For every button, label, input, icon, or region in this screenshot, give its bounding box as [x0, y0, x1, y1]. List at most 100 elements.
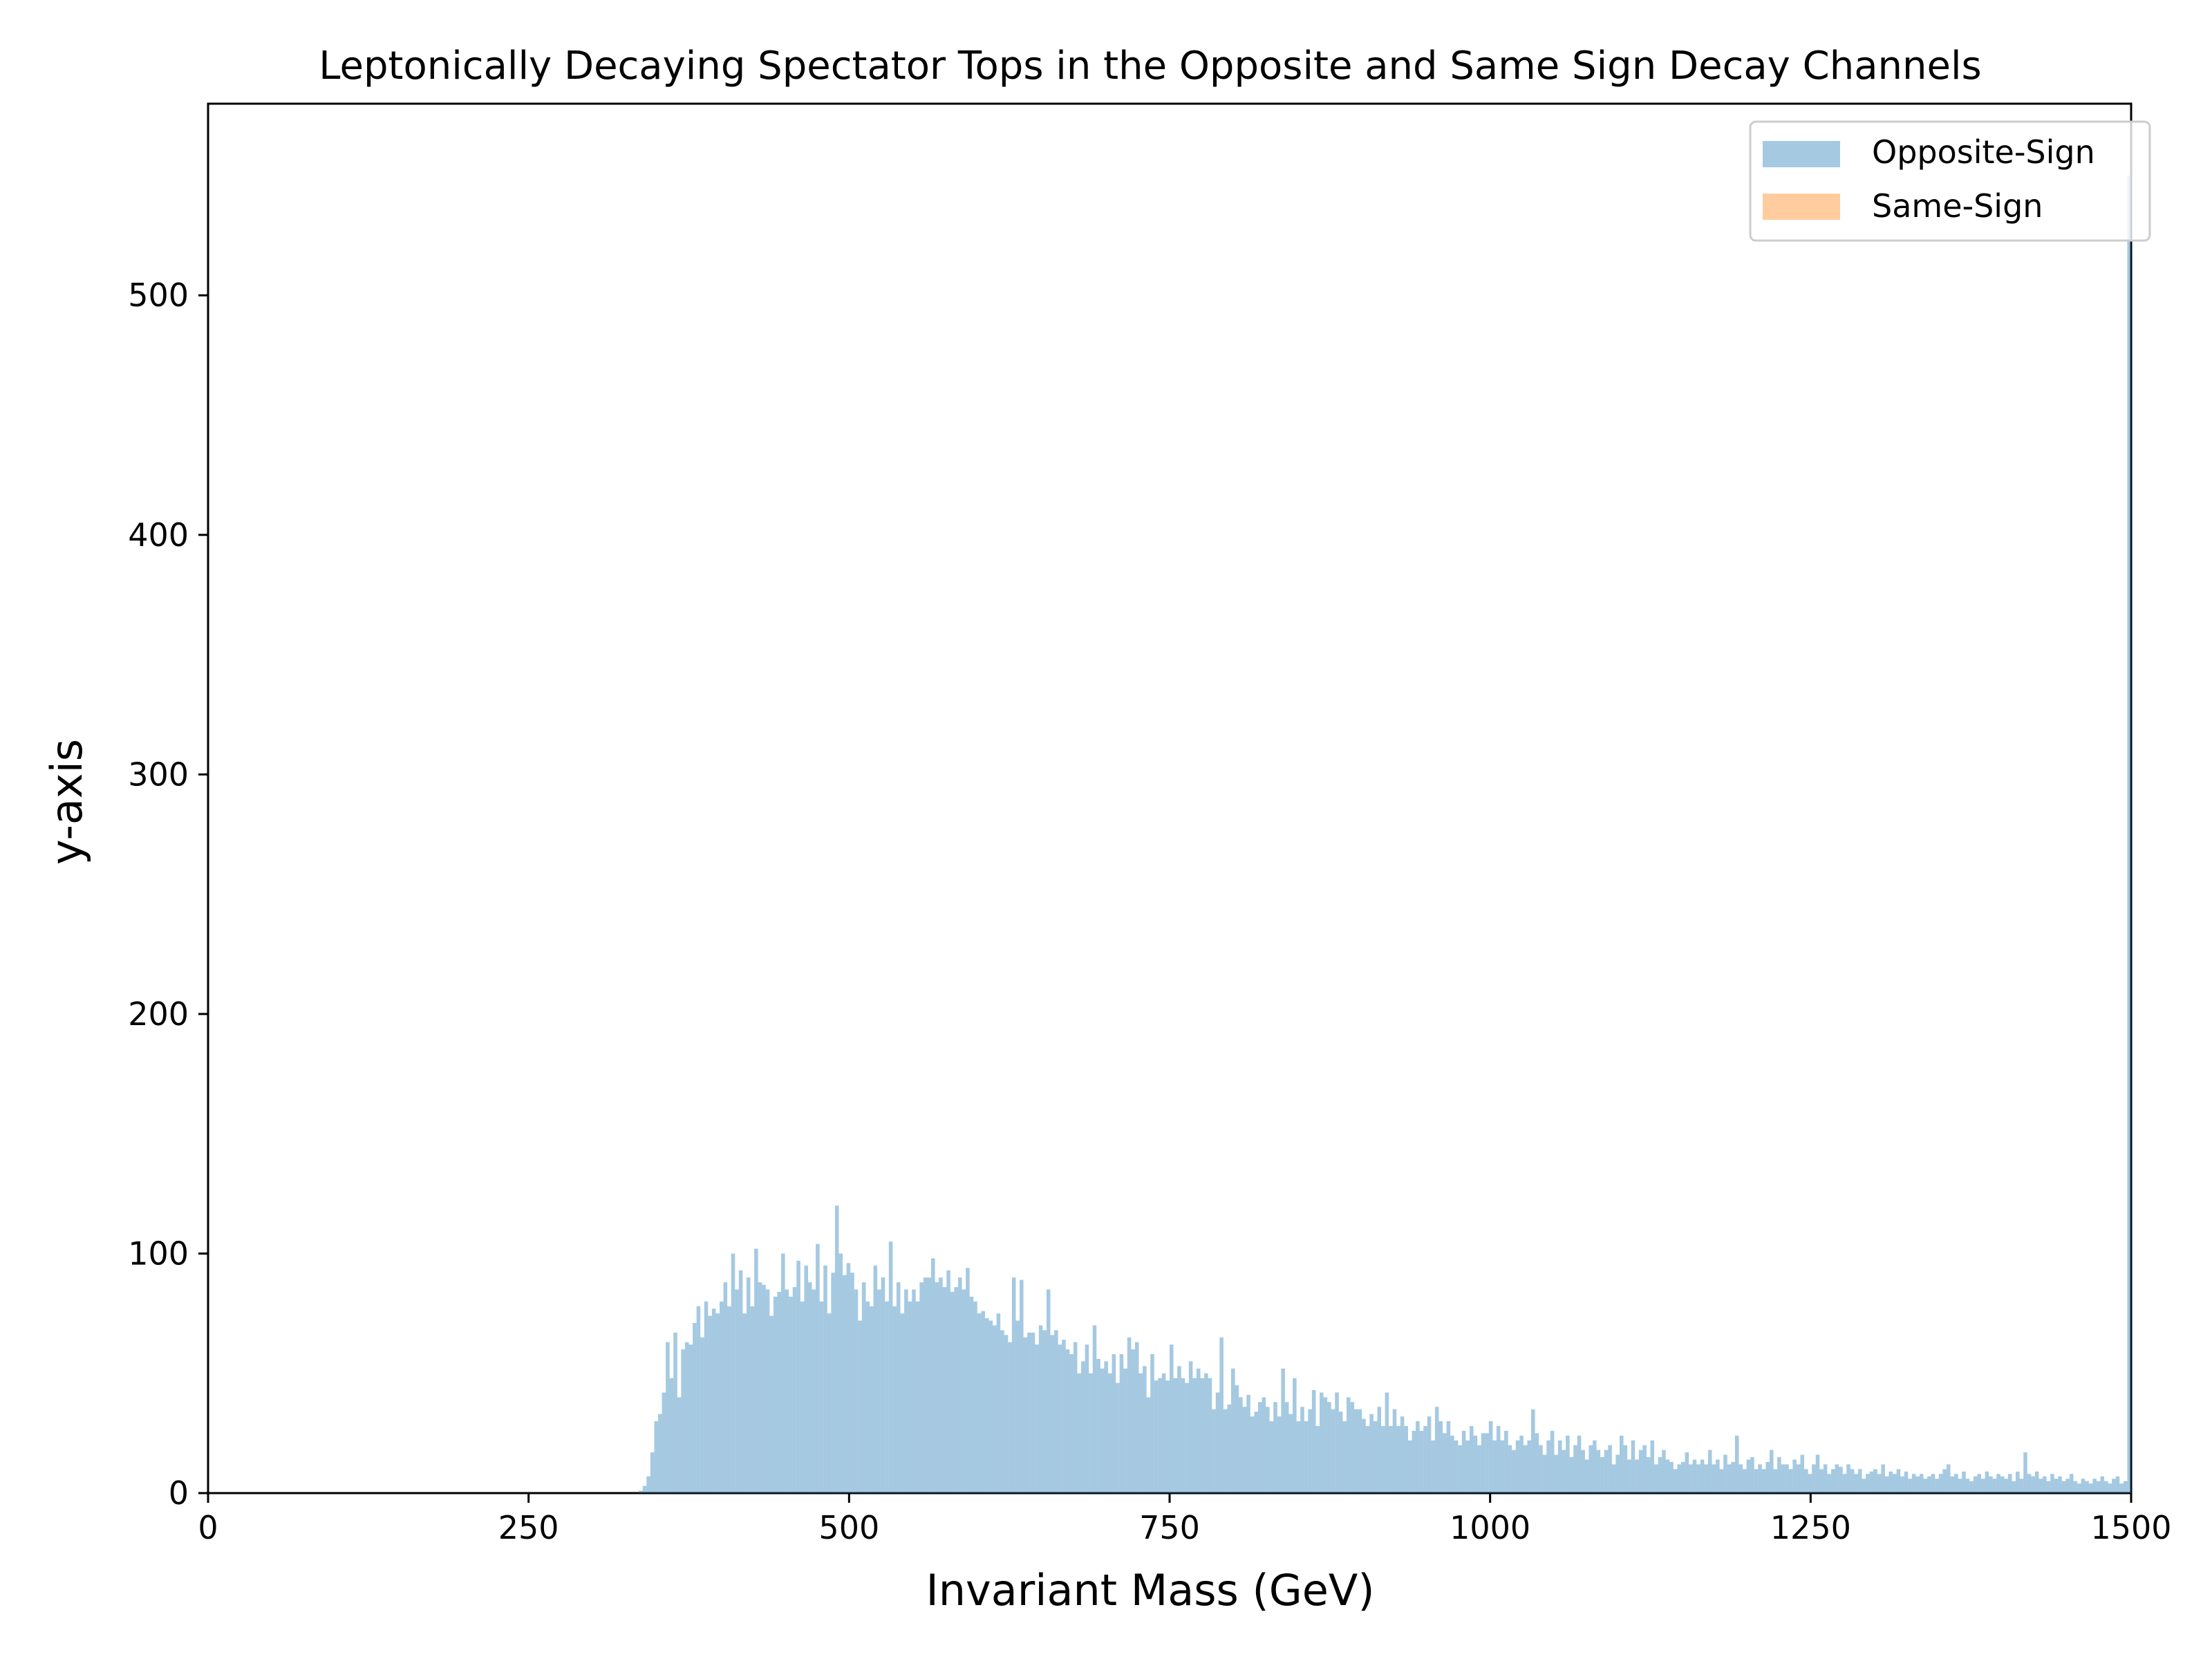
histogram-bar [993, 1325, 997, 1493]
histogram-bar [1027, 1332, 1031, 1493]
histogram-bar [1181, 1378, 1185, 1493]
histogram-bar [1154, 1380, 1159, 1493]
histogram-bar [1473, 1435, 1478, 1493]
histogram-bar [1823, 1464, 1828, 1493]
histogram-bar [1839, 1466, 1843, 1493]
histogram-bar [1089, 1373, 1093, 1493]
histogram-bar [681, 1349, 685, 1493]
histogram-bar [2115, 1476, 2120, 1493]
histogram-bar [1812, 1464, 1816, 1493]
histogram-bar [1527, 1440, 1532, 1493]
histogram-bar [1173, 1378, 1178, 1493]
histogram-bar [1065, 1349, 1070, 1493]
histogram-bar [1569, 1457, 1574, 1493]
histogram-bar [919, 1282, 924, 1493]
histogram-bar [1857, 1469, 1862, 1493]
histogram-bar [2023, 1452, 2027, 1493]
histogram-bar [1638, 1450, 1643, 1493]
histogram-bar [957, 1277, 962, 1493]
histogram-bar [1212, 1409, 1216, 1493]
histogram-bar [2081, 1479, 2086, 1493]
histogram-bar [1404, 1425, 1408, 1493]
histogram-bar [1581, 1450, 1585, 1493]
histogram-bar [1323, 1397, 1328, 1493]
x-tick-label: 1000 [1450, 1509, 1530, 1546]
histogram-bar [1546, 1440, 1550, 1493]
histogram-bar [946, 1270, 950, 1493]
histogram-bar [1492, 1440, 1497, 1493]
legend-swatch-same-sign [1763, 194, 1840, 220]
histogram-bar [662, 1392, 666, 1493]
y-tick-label: 400 [128, 516, 189, 554]
histogram-bar [854, 1289, 859, 1493]
histogram-bar [1888, 1471, 1893, 1493]
histogram-bar [785, 1289, 789, 1493]
histogram-bar [1350, 1402, 1355, 1493]
histogram-bar [1904, 1471, 1909, 1493]
histogram-bar [819, 1301, 824, 1493]
legend-box [1749, 120, 2151, 242]
histogram-bar [720, 1301, 724, 1493]
histogram-bar [1743, 1469, 1747, 1493]
histogram-bar [1881, 1464, 1885, 1493]
histogram-bar [688, 1344, 693, 1493]
histogram-bar [870, 1306, 874, 1493]
histogram-bar [1046, 1289, 1051, 1493]
legend: Opposite-Sign Same-Sign [1749, 120, 2151, 242]
histogram-bar [1158, 1378, 1162, 1493]
histogram-bar [1170, 1344, 1174, 1493]
histogram-bar [1935, 1479, 1939, 1493]
histogram-bar [1119, 1354, 1124, 1493]
histogram-bar [973, 1301, 977, 1493]
histogram-bar [1004, 1335, 1009, 1493]
y-tick-label: 200 [128, 995, 189, 1033]
histogram-bar [727, 1306, 731, 1493]
histogram-bar [1588, 1445, 1593, 1493]
histogram-bar [1008, 1342, 1012, 1493]
y-tick-label: 300 [128, 756, 189, 793]
histogram-bar [1769, 1450, 1774, 1493]
histogram-bar [2073, 1481, 2078, 1493]
histogram-bar [715, 1313, 720, 1493]
histogram-bar [1165, 1380, 1170, 1493]
histogram-bar [2096, 1481, 2101, 1493]
histogram-bar [2061, 1481, 2066, 1493]
histogram-bar [1615, 1454, 1620, 1493]
histogram-bar [931, 1258, 935, 1493]
histogram-bar [1773, 1469, 1778, 1493]
histogram-bar [1981, 1479, 1985, 1493]
histogram-bar [892, 1306, 897, 1493]
histogram-bar [823, 1265, 827, 1493]
histogram-bar [1746, 1459, 1751, 1493]
histogram-bar [2007, 1474, 2012, 1493]
histogram-bar [1923, 1479, 1928, 1493]
histogram-bar [915, 1301, 920, 1493]
histogram-bar [773, 1296, 778, 1493]
histogram-bar [1873, 1469, 1877, 1493]
histogram-bar [1346, 1397, 1351, 1493]
histogram-bar [2127, 175, 2131, 1494]
histogram-bar [1611, 1464, 1616, 1493]
histogram-bar [1000, 1330, 1004, 1493]
histogram-bar [1269, 1421, 1274, 1493]
histogram-bar [1754, 1469, 1759, 1493]
histogram-bar [1385, 1392, 1389, 1493]
histogram-bar [1716, 1459, 1720, 1493]
histogram-bar [1320, 1392, 1324, 1493]
histogram-bar [1750, 1457, 1754, 1493]
histogram-bar [1642, 1445, 1647, 1493]
histogram-bar [1866, 1474, 1870, 1493]
histogram-bar [1523, 1445, 1528, 1493]
histogram-bar [1738, 1464, 1743, 1493]
histogram-bar [1689, 1464, 1693, 1493]
histogram-bar [1831, 1469, 1835, 1493]
y-axis-ticks: 0 100 200 300 400 500 [128, 276, 208, 1512]
histogram-bar [1723, 1454, 1727, 1493]
histogram-bar [912, 1289, 916, 1493]
histogram-bar [1761, 1469, 1766, 1493]
histogram-bar [1273, 1402, 1277, 1493]
legend-label-same-sign: Same-Sign [1872, 187, 2043, 225]
plot-frame [207, 102, 2133, 1494]
histogram-bar [2050, 1474, 2054, 1493]
